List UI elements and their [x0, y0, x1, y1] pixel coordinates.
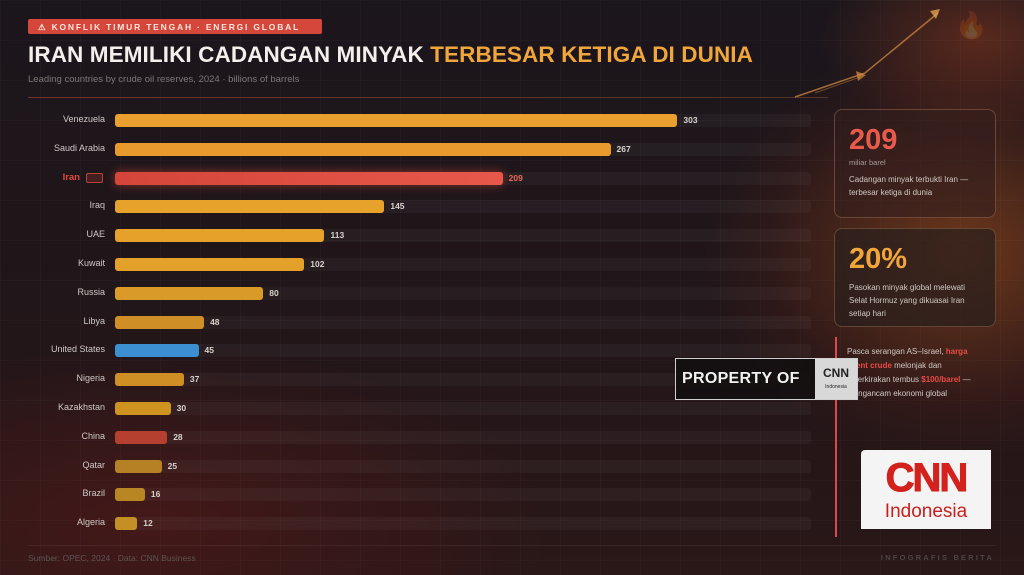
bar-value: 28 — [173, 431, 183, 442]
bar-row: Libya 48 — [0, 314, 830, 330]
reserves-description: Cadangan minyak terbukti Iran — terbesar… — [849, 175, 969, 197]
bar — [115, 373, 184, 387]
hormuz-card: 20% Pasokan minyak global melewati Selat… — [834, 228, 996, 327]
trend-arrow-icon — [794, 9, 940, 98]
note-highlight-price: $100/barel — [921, 375, 961, 384]
bar-label: Kazakhstan — [57, 402, 105, 412]
cnn-logo-sub: Indonesia — [884, 501, 968, 522]
bar-value: 102 — [310, 259, 325, 269]
bar-row: Brazil 16 — [0, 486, 830, 502]
bar-row: Russia 80 — [0, 285, 830, 301]
bar-value: 45 — [204, 345, 214, 356]
hormuz-description: Pasokan minyak global melewati Selat Hor… — [849, 283, 966, 318]
note-text: Pasca serangan AS–Israel, — [847, 347, 946, 356]
bar-value: 30 — [176, 403, 187, 413]
bar — [115, 171, 503, 185]
bar — [115, 344, 199, 358]
bar-row: Venezuela 303 — [0, 112, 830, 128]
bar-value: 37 — [189, 374, 200, 385]
bar-row: China 28 — [0, 429, 830, 445]
cnn-indonesia-logo: CNN Indonesia — [861, 450, 991, 529]
bar-value: 25 — [167, 460, 178, 471]
bar — [115, 286, 264, 300]
bar-label: Libya — [83, 315, 105, 326]
bar — [115, 142, 611, 156]
flag-badge-icon — [86, 172, 103, 183]
watermark-cnn-logo: CNN Indonesia — [815, 359, 857, 399]
bar-label: United States — [50, 344, 105, 355]
bar-label: Iran — [62, 171, 80, 183]
footer-divider — [28, 545, 996, 546]
bar-track — [115, 488, 811, 501]
category-tag: ⚠ KONFLIK TIMUR TENGAH · ENERGI GLOBAL — [28, 19, 322, 34]
bar — [115, 430, 168, 444]
bar-label: Saudi Arabia — [53, 142, 105, 153]
bar-value: 48 — [210, 316, 220, 327]
title-highlight: TERBESAR KETIGA DI DUNIA — [430, 42, 753, 67]
bar-track — [115, 517, 811, 530]
bar-value: 113 — [330, 230, 345, 241]
bar-value: 16 — [150, 489, 161, 500]
bar-value: 80 — [269, 287, 279, 298]
bar-track — [115, 431, 811, 444]
page-title: IRAN MEMILIKI CADANGAN MINYAK TERBESAR K… — [28, 42, 753, 68]
reserves-value: 209 — [849, 124, 898, 156]
title-main: IRAN MEMILIKI CADANGAN MINYAK — [28, 42, 431, 67]
bar-row: Kuwait 102 — [0, 256, 830, 272]
bar — [115, 258, 305, 271]
chart-subtitle: Leading countries by crude oil reserves,… — [28, 74, 300, 85]
bar-value: 267 — [616, 143, 631, 154]
property-watermark: PROPERTY OF CNN Indonesia — [675, 358, 858, 400]
bar — [115, 459, 162, 473]
watermark-logo-sub: Indonesia — [825, 384, 847, 390]
bar-label: Brazil — [82, 488, 105, 499]
reserves-unit: miliar barel — [849, 158, 886, 167]
bar-label: Qatar — [82, 459, 105, 470]
bar-row: Qatar 25 — [0, 458, 830, 474]
hormuz-value: 20% — [849, 243, 908, 275]
bar-row: Algeria 12 — [0, 515, 830, 531]
bar — [115, 488, 145, 502]
reserves-card: 209 miliar barel Cadangan minyak terbukt… — [834, 109, 996, 218]
cnn-logo-text: CNN — [885, 456, 969, 501]
bar — [115, 114, 678, 127]
bar-row: Nigeria 37 — [0, 371, 830, 387]
bar-label: Russia — [77, 286, 105, 297]
bar-value: 12 — [143, 518, 153, 529]
price-note: Pasca serangan AS–Israel, harga Brent cr… — [835, 337, 995, 537]
bar-row: Iran 209 — [0, 170, 830, 186]
bar — [115, 229, 325, 243]
note-text: melonjak dan diperkirakan tembus — [847, 361, 942, 384]
bar — [115, 517, 138, 531]
bar-row: Kazakhstan 30 — [0, 400, 830, 416]
source-note: Sumber: OPEC, 2024 · Data: CNN Business — [28, 553, 196, 563]
note-text: — mengancam ekonomi global — [847, 375, 971, 398]
bar-track — [115, 402, 811, 415]
bar-value: 209 — [508, 172, 523, 183]
bar-label: Algeria — [76, 517, 105, 528]
watermark-logo-text: CNN — [823, 366, 849, 380]
watermark-text: PROPERTY OF — [682, 370, 800, 387]
bar-track — [115, 460, 811, 473]
bar-label: Iraq — [89, 200, 105, 211]
bar-label: UAE — [86, 229, 105, 240]
bar-label: Nigeria — [76, 373, 105, 384]
note-highlight-brent: harga Brent crude — [847, 347, 968, 370]
bar-label: Venezuela — [62, 114, 105, 124]
bar-value: 303 — [683, 115, 698, 125]
bar-row: UAE 113 — [0, 227, 830, 243]
bar-value: 145 — [390, 201, 405, 212]
bar-row: Saudi Arabia 267 — [0, 141, 830, 157]
bar-label: China — [81, 430, 105, 441]
bar — [115, 315, 205, 329]
bar-track — [115, 344, 811, 357]
bar-label: Kuwait — [77, 258, 105, 268]
footer-label: INFOGRAFIS BERITA — [880, 553, 994, 562]
bar-row: Iraq 145 — [0, 198, 830, 214]
flame-icon: 🔥 — [955, 10, 988, 40]
bar — [115, 402, 171, 415]
bar-row: United States 45 — [0, 342, 830, 358]
header-divider — [28, 97, 828, 98]
bar — [115, 200, 385, 214]
